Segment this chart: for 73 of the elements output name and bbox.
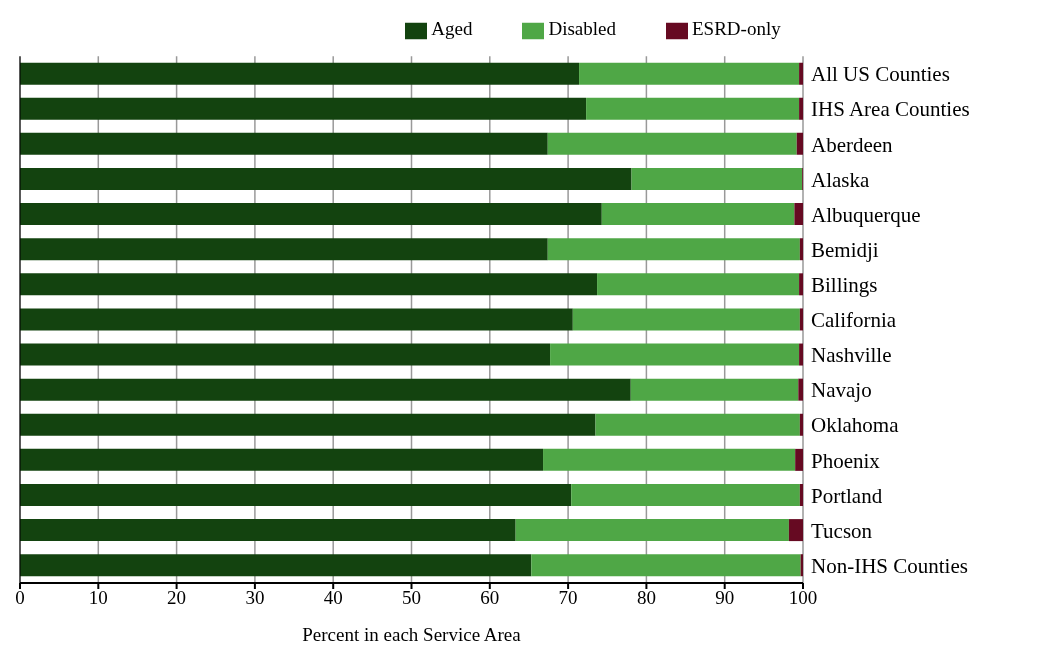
y-tick-label: Albuquerque (811, 202, 921, 227)
bar (550, 343, 800, 366)
y-tick-label: Tucson (811, 518, 873, 543)
bar (20, 483, 572, 506)
x-tick-label: 70 (558, 587, 578, 609)
x-tick-label: 40 (323, 587, 343, 609)
bar (20, 273, 598, 296)
y-tick-label: Billings (811, 273, 878, 298)
legend-label: ESRD-only (692, 18, 781, 39)
bar (799, 273, 803, 296)
bar (788, 519, 803, 542)
bar (631, 167, 803, 190)
bar (20, 413, 596, 436)
bar (794, 203, 803, 226)
bar (547, 132, 797, 155)
bar (20, 448, 544, 471)
bar (795, 448, 803, 471)
y-tick-label: Phoenix (811, 448, 881, 473)
bar (798, 378, 803, 401)
bar (20, 97, 587, 120)
y-tick-label: Non-IHS Counties (811, 553, 968, 578)
y-tick-label: Navajo (811, 378, 872, 403)
bar (20, 167, 632, 190)
x-axis-title: Percent in each Service Area (302, 624, 522, 645)
bar (579, 62, 800, 85)
bar (799, 97, 803, 120)
bar (20, 62, 580, 85)
bar (20, 308, 573, 331)
y-tick-label: All US Counties (811, 62, 950, 87)
x-tick-label: 30 (245, 587, 265, 609)
bar (630, 378, 799, 401)
bar (20, 554, 532, 577)
bar (799, 413, 803, 436)
bar (20, 132, 548, 155)
bar (799, 308, 803, 331)
bar (595, 413, 800, 436)
y-tick-label: Nashville (811, 343, 892, 368)
bar (571, 483, 800, 506)
y-tick-label: Portland (811, 483, 883, 508)
bar (20, 343, 551, 366)
bar (20, 203, 602, 226)
x-tick-label: 90 (715, 587, 735, 609)
x-tick-label: 10 (88, 587, 108, 609)
y-tick-label: Oklahoma (811, 413, 900, 438)
bar (20, 238, 548, 261)
bar (799, 238, 803, 261)
bar (515, 519, 789, 542)
y-tick-label: IHS Area Counties (811, 97, 970, 122)
bar (601, 203, 795, 226)
bar (20, 378, 631, 401)
x-tick-label: 60 (480, 587, 500, 609)
y-tick-label: California (811, 308, 897, 333)
x-tick-label: 0 (15, 587, 25, 609)
bar (547, 238, 800, 261)
bar (586, 97, 800, 120)
y-tick-label: Alaska (811, 167, 870, 192)
x-tick-label: 20 (167, 587, 187, 609)
bar (543, 448, 796, 471)
bar (799, 483, 803, 506)
y-tick-label: Bemidji (811, 237, 879, 262)
y-tick-label: Aberdeen (811, 132, 894, 157)
x-tick-label: 50 (402, 587, 421, 609)
legend-label: Aged (431, 18, 473, 39)
bar (799, 62, 803, 85)
bar (796, 132, 803, 155)
bar (799, 343, 803, 366)
bar (20, 519, 516, 542)
bar (572, 308, 800, 331)
legend-label: Disabled (548, 18, 616, 39)
bar (531, 554, 801, 577)
x-tick-label: 100 (788, 587, 818, 609)
bar (597, 273, 800, 296)
x-tick-label: 80 (636, 587, 656, 609)
